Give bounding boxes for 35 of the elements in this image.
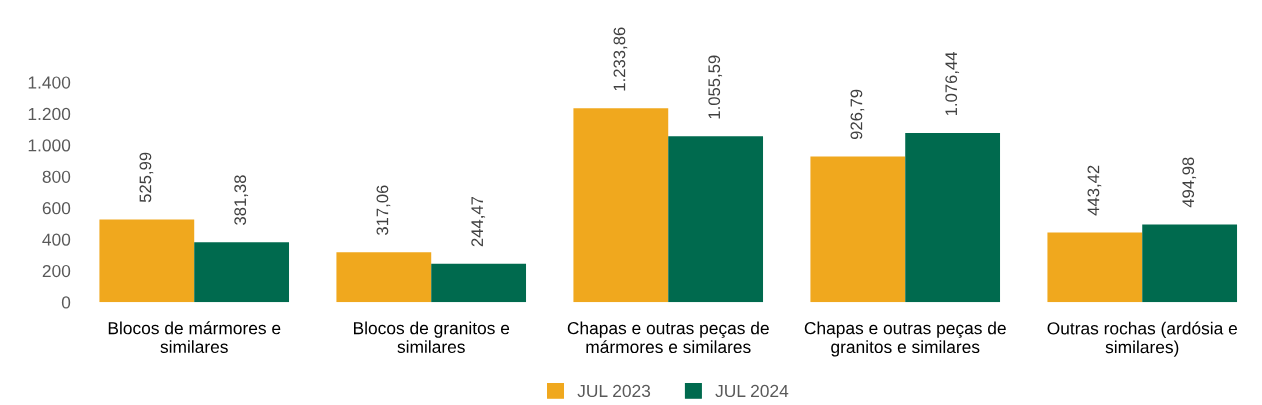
y-tick-label: 600 (42, 202, 71, 215)
bar (905, 133, 1001, 303)
data-label: 525,99 (139, 152, 154, 203)
data-label: 1.055,59 (708, 55, 723, 119)
bar (668, 136, 764, 303)
x-tick-label: Chapas e outras peças de granitos e similares (804, 321, 1006, 357)
bar (431, 263, 527, 303)
bar (573, 108, 669, 303)
x-tick-label: Chapas e outras peças de mármores e similares (567, 321, 769, 354)
data-label: 926,79 (850, 89, 865, 140)
y-tick-label: 1.400 (28, 76, 71, 89)
data-label: 381,38 (234, 175, 249, 225)
bar (810, 156, 906, 303)
x-tick-label: Outras rochas (ardósia e similares) (1047, 321, 1237, 357)
bar (336, 252, 432, 303)
y-tick-label: 200 (42, 264, 71, 278)
data-label: 1.233,86 (613, 27, 628, 91)
data-label: 244,47 (471, 196, 486, 247)
bar (99, 219, 195, 303)
bar (1047, 232, 1143, 303)
y-tick-label: 1.000 (28, 139, 71, 152)
data-label: 494,98 (1182, 157, 1197, 208)
bar (194, 242, 290, 303)
bar (1142, 224, 1238, 303)
y-tick-label: 1.200 (28, 107, 71, 121)
legend-label: JUL 2023 (577, 384, 651, 398)
legend-label: JUL 2024 (715, 384, 789, 398)
x-tick-label: Blocos de granitos e similares (354, 321, 510, 354)
data-label: 317,06 (376, 185, 391, 236)
y-tick-label: 0 (61, 296, 71, 309)
x-tick-label: Blocos de mármores e similares (108, 321, 281, 354)
data-label: 443,42 (1087, 165, 1102, 216)
data-label: 1.076,44 (945, 51, 960, 116)
y-tick-label: 400 (42, 233, 71, 246)
y-tick-label: 800 (42, 170, 71, 183)
